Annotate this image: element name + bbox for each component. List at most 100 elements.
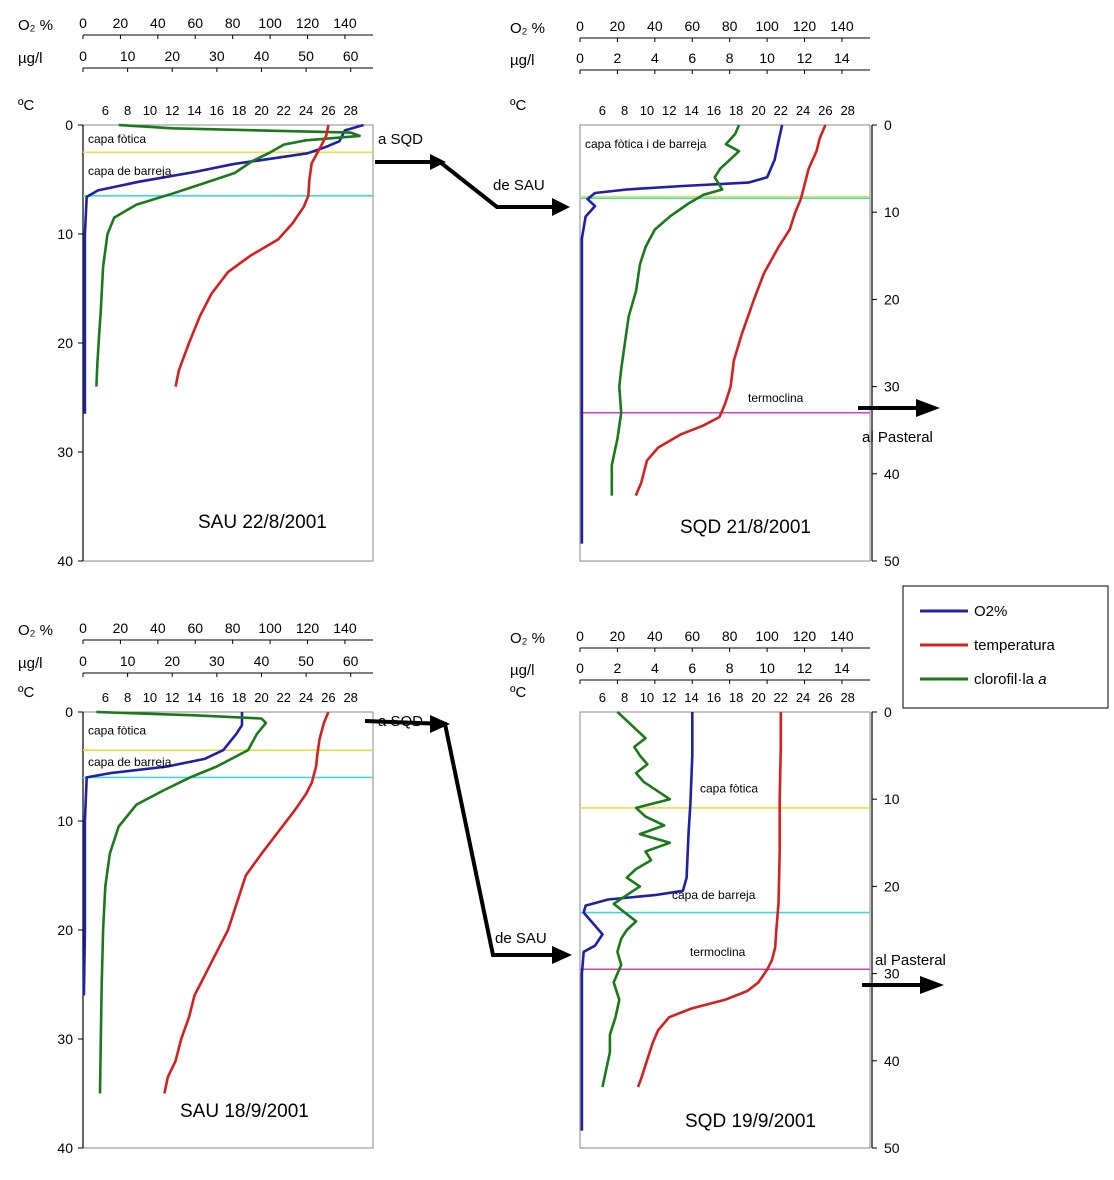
depth-tick-label: 10 xyxy=(884,791,900,807)
tick-label-temp: 16 xyxy=(707,690,721,705)
plot-frame xyxy=(82,124,374,562)
depth-tick-label: 10 xyxy=(884,204,900,220)
tick-label-temp: 24 xyxy=(299,103,313,118)
unit-label-temp: ºC xyxy=(510,684,526,701)
tick-label-chl: 20 xyxy=(164,48,180,64)
depth-tick-label: 20 xyxy=(884,878,900,894)
unit-label-chl: µg/l xyxy=(510,52,535,69)
tick-label-o2: 0 xyxy=(79,15,87,31)
tick-label-temp: 16 xyxy=(210,103,224,118)
tick-label-temp: 20 xyxy=(751,103,765,118)
tick-label-chl: 14 xyxy=(834,660,850,676)
tick-label-temp: 10 xyxy=(143,690,157,705)
tick-label-temp: 24 xyxy=(299,690,313,705)
tick-label-temp: 28 xyxy=(840,690,854,705)
tick-label-chl: 10 xyxy=(120,48,136,64)
tick-label-o2: 120 xyxy=(296,620,320,636)
chart-title: SAU 18/9/2001 xyxy=(180,1101,309,1122)
tick-label-o2: 0 xyxy=(576,18,584,34)
tick-label-temp: 18 xyxy=(729,103,743,118)
tick-label-temp: 20 xyxy=(254,690,268,705)
tick-label-temp: 12 xyxy=(165,690,179,705)
tick-label-o2: 60 xyxy=(187,620,203,636)
unit-label-chl: µg/l xyxy=(18,655,43,672)
tick-label-o2: 100 xyxy=(755,18,779,34)
tick-label-temp: 24 xyxy=(796,103,810,118)
layer-annotation: capa fòtica xyxy=(88,132,146,146)
profile-chart-sau-sep: 0 10 20 30 40 0 20 40 60 80 100 120 140 O₂ % 0 10 20 30 40… xyxy=(18,620,374,1156)
tick-label-temp: 8 xyxy=(621,690,628,705)
tick-label-chl: 2 xyxy=(614,660,622,676)
tick-label-o2: 80 xyxy=(225,15,241,31)
series-temp xyxy=(174,124,330,387)
tick-label-o2: 60 xyxy=(684,628,700,644)
tick-label-temp: 16 xyxy=(210,690,224,705)
tick-label-temp: 14 xyxy=(684,690,698,705)
tick-label-chl: 12 xyxy=(797,50,813,66)
unit-label-temp: ºC xyxy=(18,684,34,701)
layer-annotation: capa fòtica xyxy=(88,724,146,738)
tick-label-temp: 22 xyxy=(277,103,291,118)
flow-labels: a SQD de SAU al Pasteral a SQD de SAU al… xyxy=(378,131,946,969)
layer-annotation: termoclina xyxy=(690,945,746,959)
series-o2 xyxy=(580,124,784,544)
tick-label-chl: 14 xyxy=(834,50,850,66)
tick-label-chl: 8 xyxy=(726,50,734,66)
tick-label-temp: 6 xyxy=(599,103,606,118)
tick-label-temp: 28 xyxy=(343,690,357,705)
layer-annotation: termoclina xyxy=(748,391,804,405)
tick-label-o2: 120 xyxy=(793,628,817,644)
unit-label-o2: O₂ % xyxy=(510,20,545,37)
tick-label-o2: 140 xyxy=(830,18,854,34)
series-chl xyxy=(601,711,672,1088)
flow-label-a-sqd: a SQD xyxy=(378,131,423,148)
tick-label-o2: 140 xyxy=(333,15,357,31)
depth-tick-label: 30 xyxy=(884,966,900,982)
tick-label-chl: 30 xyxy=(209,653,225,669)
series-chl xyxy=(95,123,361,387)
tick-label-temp: 10 xyxy=(640,690,654,705)
tick-label-o2: 100 xyxy=(258,15,282,31)
tick-label-chl: 4 xyxy=(651,50,659,66)
tick-label-o2: 80 xyxy=(722,628,738,644)
tick-label-temp: 22 xyxy=(277,690,291,705)
tick-label-temp: 26 xyxy=(321,690,335,705)
depth-tick-label: 40 xyxy=(57,553,73,569)
tick-label-chl: 60 xyxy=(343,653,359,669)
tick-label-chl: 0 xyxy=(79,48,87,64)
tick-label-o2: 0 xyxy=(79,620,87,636)
chart-title: SAU 22/8/2001 xyxy=(198,512,327,533)
flow-label-al-pasteral: al Pasteral xyxy=(862,429,933,446)
tick-label-temp: 28 xyxy=(840,103,854,118)
tick-label-chl: 60 xyxy=(343,48,359,64)
tick-label-temp: 16 xyxy=(707,103,721,118)
tick-label-chl: 6 xyxy=(688,50,696,66)
tick-label-o2: 60 xyxy=(684,18,700,34)
tick-label-temp: 22 xyxy=(774,690,788,705)
tick-label-temp: 22 xyxy=(774,103,788,118)
tick-label-chl: 6 xyxy=(688,660,696,676)
series-chl xyxy=(96,710,268,1094)
depth-tick-label: 10 xyxy=(57,226,73,242)
tick-label-o2: 140 xyxy=(830,628,854,644)
tick-label-o2: 140 xyxy=(333,620,357,636)
tick-label-chl: 40 xyxy=(254,653,270,669)
tick-label-temp: 8 xyxy=(621,103,628,118)
tick-label-o2: 20 xyxy=(113,620,129,636)
depth-tick-label: 20 xyxy=(57,922,73,938)
tick-label-chl: 10 xyxy=(759,660,775,676)
layer-annotation: capa fòtica i de barreja xyxy=(585,137,707,151)
tick-label-temp: 14 xyxy=(684,103,698,118)
legend-label-temperatura: temperatura xyxy=(974,637,1056,654)
tick-label-o2: 20 xyxy=(113,15,129,31)
flow-arrow-sau-to-sqd-aug xyxy=(375,160,560,209)
depth-tick-label: 30 xyxy=(57,1031,73,1047)
tick-label-chl: 4 xyxy=(651,660,659,676)
depth-tick-label: 0 xyxy=(65,117,73,133)
profile-chart-sau-aug: 0 10 20 30 40 0 20 40 60 80 100 120 140 O₂ % 0 10 20 30 40… xyxy=(18,15,374,569)
tick-label-temp: 28 xyxy=(343,103,357,118)
tick-label-o2: 80 xyxy=(225,620,241,636)
